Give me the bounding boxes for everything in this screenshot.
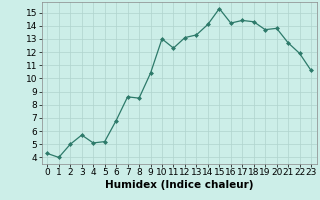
X-axis label: Humidex (Indice chaleur): Humidex (Indice chaleur) bbox=[105, 180, 253, 190]
